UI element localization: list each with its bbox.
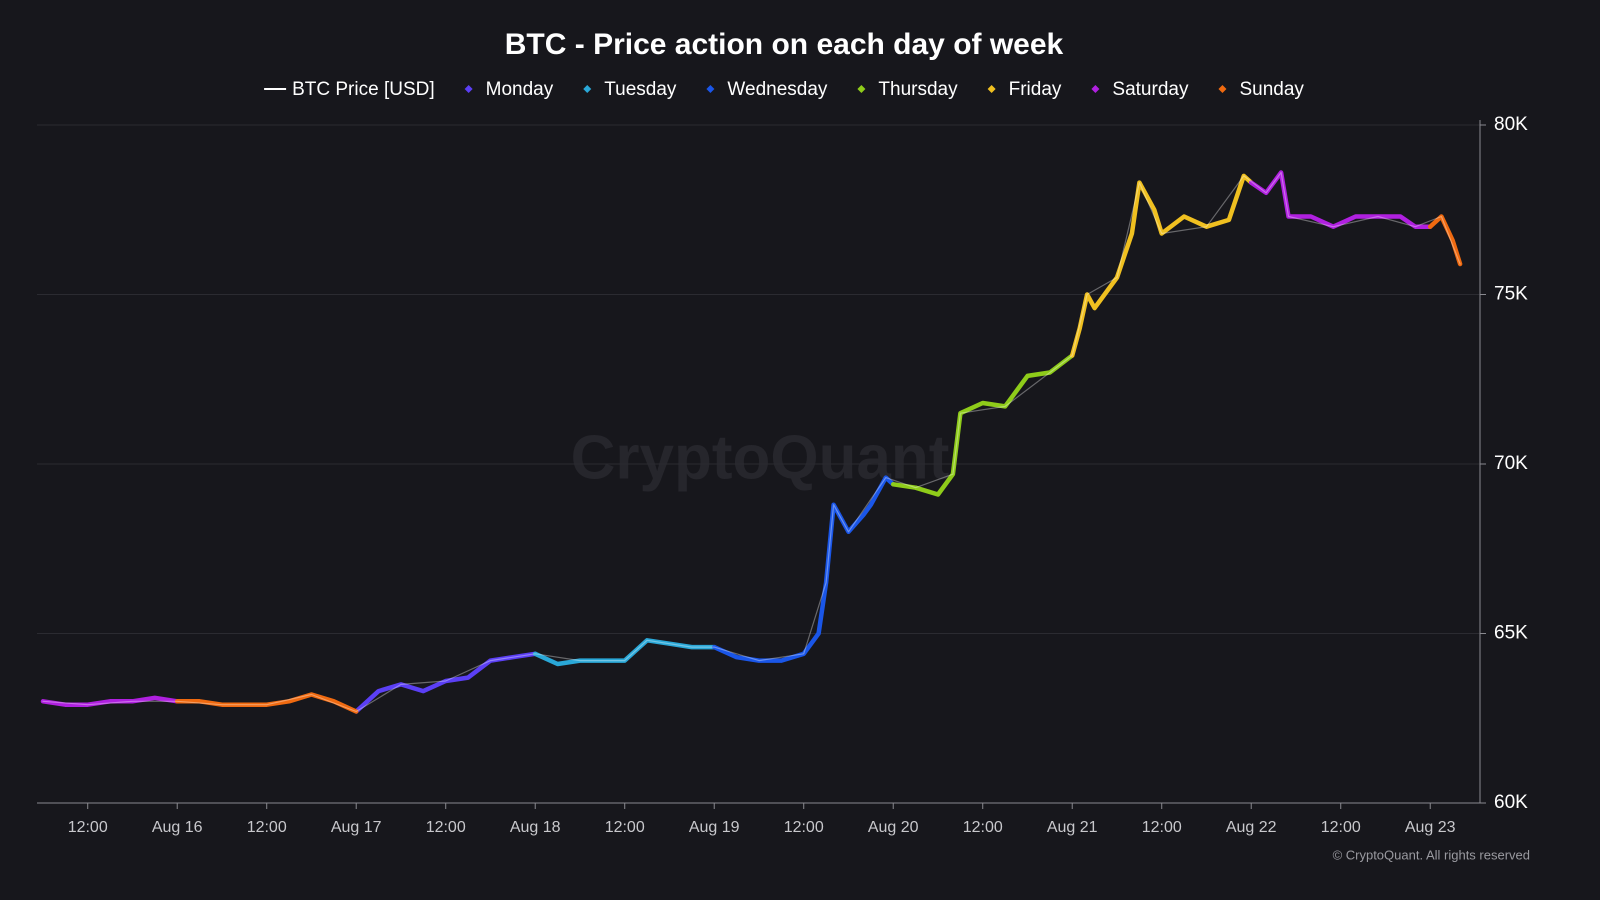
legend-label: Saturday	[1112, 79, 1189, 100]
legend-swatch	[1218, 85, 1227, 93]
day-line	[1069, 173, 1254, 358]
legend-swatch	[1091, 85, 1100, 93]
day-line	[353, 651, 538, 714]
legend-item: Monday	[464, 79, 554, 100]
x-tick-label: 12:00	[784, 819, 824, 836]
x-tick-label: Aug 19	[689, 819, 740, 836]
x-tick-label: 12:00	[1142, 819, 1182, 836]
legend-item: Sunday	[1218, 79, 1304, 100]
x-tick-label: 12:00	[247, 819, 287, 836]
legend-label: Friday	[1009, 79, 1062, 100]
day-line	[890, 353, 1075, 497]
credit: © CryptoQuant. All rights reserved	[1333, 847, 1530, 862]
legend-item: Thursday	[857, 79, 958, 100]
day-line	[40, 170, 1433, 707]
legend-item: BTC Price [USD]	[264, 79, 435, 100]
x-tick-label: Aug 20	[868, 819, 919, 836]
legend-label: BTC Price [USD]	[292, 79, 435, 100]
legend-label: Sunday	[1239, 79, 1304, 100]
x-tick-label: Aug 21	[1047, 819, 1098, 836]
y-tick-label: 70K	[1494, 453, 1528, 474]
day-line	[174, 214, 1463, 714]
x-tick-label: 12:00	[1321, 819, 1361, 836]
legend-item: Tuesday	[583, 79, 677, 100]
legend-swatch	[464, 85, 473, 93]
y-tick-label: 80K	[1494, 114, 1528, 135]
y-tick-label: 75K	[1494, 284, 1528, 305]
day-line	[532, 638, 717, 667]
x-tick-label: 12:00	[963, 819, 1003, 836]
y-tick-label: 65K	[1494, 623, 1528, 644]
x-tick-label: Aug 23	[1405, 819, 1456, 836]
legend-label: Monday	[486, 79, 554, 100]
legend-label: Thursday	[878, 79, 958, 100]
x-tick-label: Aug 22	[1226, 819, 1277, 836]
legend-label: Tuesday	[604, 79, 677, 100]
legend-item: Wednesday	[706, 79, 828, 100]
legend-swatch	[987, 85, 996, 93]
x-tick-label: Aug 17	[331, 819, 382, 836]
day-line	[711, 475, 896, 663]
chart-title: BTC - Price action on each day of week	[505, 28, 1064, 61]
x-tick-label: 12:00	[426, 819, 466, 836]
legend: BTC Price [USD] Monday Tuesday Wednesday Thu…	[264, 79, 1304, 100]
legend-swatch	[583, 85, 592, 93]
legend-swatch	[706, 85, 715, 93]
legend-item: Friday	[987, 79, 1062, 100]
legend-label: Wednesday	[727, 79, 827, 100]
x-tick-label: 12:00	[68, 819, 108, 836]
legend-item: Saturday	[1091, 79, 1189, 100]
x-tick-label: Aug 18	[510, 819, 561, 836]
price-line	[42, 171, 1461, 713]
legend-swatch	[857, 85, 866, 93]
x-tick-label: 12:00	[605, 819, 645, 836]
y-tick-label: 60K	[1494, 792, 1528, 813]
x-tick-label: Aug 16	[152, 819, 203, 836]
